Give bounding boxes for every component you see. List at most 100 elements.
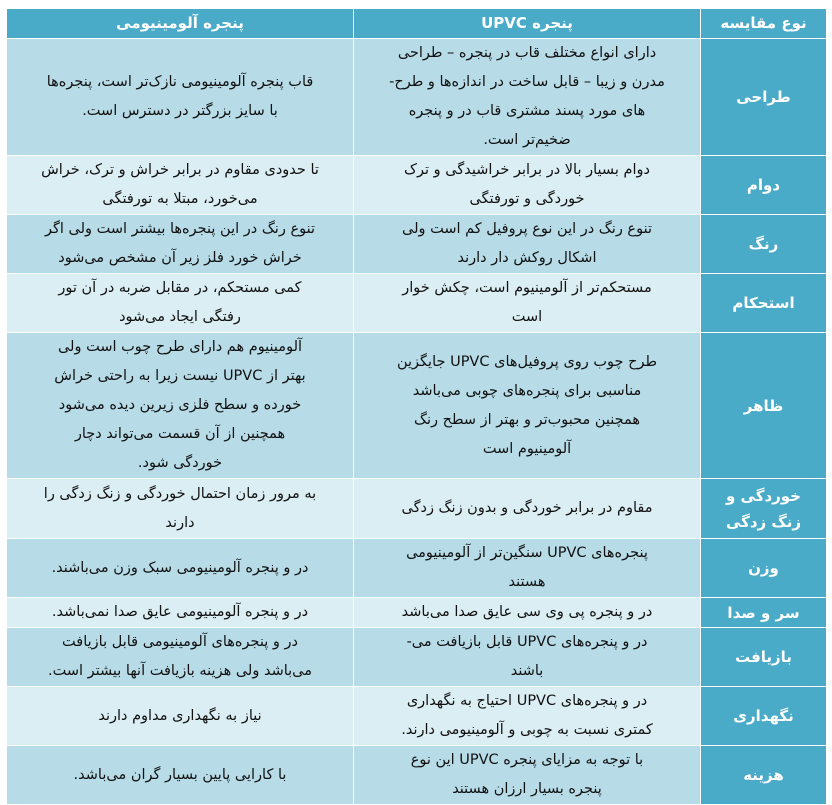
table-row: خوردگی و زنگ زدگی مقاوم در برابر خوردگی و … — [6, 478, 827, 539]
cell-line: کمتری نسبت به چوبی و آلومینیومی دارند. — [401, 722, 653, 738]
cell-line: در و پنجره آلومینیومی عایق صدا نمی‌باشد. — [51, 604, 309, 620]
cell-line: بهتر از UPVC نیست زیرا به راحتی خراش — [54, 368, 306, 384]
aluminum-cell: به مرور زمان احتمال خوردگی و زنگ زدگی را… — [6, 478, 354, 539]
cell-line: نیاز به نگهداری مداوم دارند — [98, 707, 262, 724]
cell-line: طرح چوب روی پروفیل‌های UPVC جایگزین — [396, 353, 658, 370]
upvc-cell: مستحکم‌تر از آلومینیوم است، چکش خوار است — [353, 273, 701, 333]
cell-line: سر و صدا — [727, 603, 800, 622]
row-label: نگهداری — [700, 686, 827, 746]
aluminum-cell: کمی مستحکم، در مقابل ضربه در آن تور رفتگی… — [6, 273, 354, 333]
cell-line: باشند — [510, 663, 544, 679]
aluminum-cell: آلومینیوم هم دارای طرح چوب است ولی بهتر ا… — [6, 332, 354, 479]
table-row: هزینه با توجه به مزایای پنجره UPVC این نو… — [6, 745, 827, 805]
cell-line: خورده و سطح فلزی زیرین دیده می‌شود — [58, 397, 302, 413]
table-row: وزن پنجره‌های UPVC سنگین‌تر از آلومینیومی… — [6, 538, 827, 598]
cell-line: با توجه به مزایای پنجره UPVC این نوع — [410, 752, 644, 768]
aluminum-cell: در و پنجره آلومینیومی عایق صدا نمی‌باشد. — [6, 597, 354, 628]
row-label: هزینه — [700, 745, 827, 805]
upvc-cell: طرح چوب روی پروفیل‌های UPVC جایگزین مناسب… — [353, 332, 701, 479]
cell-line: رفتگی ایجاد می‌شود — [119, 309, 241, 325]
aluminum-cell: در و پنجره آلومینیومی سبک وزن می‌باشند. — [6, 538, 354, 598]
cell-line: استحکام — [732, 294, 795, 312]
cell-line: وزن — [748, 559, 779, 577]
aluminum-cell: تنوع رنگ در این پنجره‌ها بیشتر است ولی ا… — [6, 214, 354, 274]
cell-line: کمی مستحکم، در مقابل ضربه در آن تور — [58, 280, 302, 296]
header-comparison-type: نوع مقایسه — [700, 8, 827, 39]
cell-line: می‌باشد ولی هزینه بازیافت آنها بیشتر است… — [47, 663, 313, 679]
upvc-cell: تنوع رنگ در این نوع پروفیل کم است ولی اشک… — [353, 214, 701, 274]
cell-line: مدرن و زیبا – قابل ساخت در اندازه‌ها و ط… — [389, 74, 665, 90]
cell-line: ظاهر — [743, 396, 784, 415]
aluminum-cell: نیاز به نگهداری مداوم دارند — [6, 686, 354, 746]
row-label: سر و صدا — [700, 597, 827, 628]
cell-line: در و پنجره‌های آلومینیومی قابل بازیافت — [62, 634, 298, 650]
cell-line: به مرور زمان احتمال خوردگی و زنگ زدگی را — [43, 485, 317, 502]
table-row: ظاهر طرح چوب روی پروفیل‌های UPVC جایگزین م… — [6, 332, 827, 479]
cell-line: در و پنجره پی وی سی عایق صدا می‌باشد — [401, 604, 653, 620]
cell-line: در و پنجره آلومینیومی سبک وزن می‌باشند. — [51, 559, 309, 576]
table-row: سر و صدا در و پنجره پی وی سی عایق صدا می‌… — [6, 597, 827, 628]
row-label: خوردگی و زنگ زدگی — [700, 478, 827, 539]
cell-line: خوردگی شود. — [137, 455, 223, 471]
upvc-cell: پنجره‌های UPVC سنگین‌تر از آلومینیومی هست… — [353, 538, 701, 598]
cell-line: خوردگی و تورفتگی — [469, 191, 585, 207]
row-label: دوام — [700, 155, 827, 215]
cell-line: خوردگی و — [726, 486, 801, 505]
upvc-cell: دوام بسیار بالا در برابر خراشیدگی و ترک خ… — [353, 155, 701, 215]
cell-line: با کارایی پایین بسیار گران می‌باشد. — [73, 766, 287, 783]
cell-line: بازیافت — [735, 648, 792, 666]
row-label: ظاهر — [700, 332, 827, 479]
aluminum-cell: تا حدودی مقاوم در برابر خراش و ترک، خراش… — [6, 155, 354, 215]
table-row: طراحی دارای انواع مختلف قاب در پنجره – طر… — [6, 38, 827, 156]
upvc-cell: در و پنجره پی وی سی عایق صدا می‌باشد — [353, 597, 701, 628]
cell-line: مستحکم‌تر از آلومینیوم است، چکش خوار — [402, 280, 652, 296]
row-label: طراحی — [700, 38, 827, 156]
upvc-cell: دارای انواع مختلف قاب در پنجره – طراحی مد… — [353, 38, 701, 156]
cell-line: خراش خورد فلز زیر آن مشخص می‌شود — [58, 250, 302, 266]
aluminum-cell: با کارایی پایین بسیار گران می‌باشد. — [6, 745, 354, 805]
cell-line: دارند — [165, 514, 195, 531]
cell-line: ضخیم‌تر است. — [483, 132, 571, 148]
table-row: استحکام مستحکم‌تر از آلومینیوم است، چکش خ… — [6, 273, 827, 333]
cell-line: آلومینیوم هم دارای طرح چوب است ولی — [57, 339, 303, 355]
upvc-cell: مقاوم در برابر خوردگی و بدون زنگ زدگی — [353, 478, 701, 539]
table-row: دوام دوام بسیار بالا در برابر خراشیدگی و … — [6, 155, 827, 215]
cell-line: همچنین محبوب‌تر و بهتر از سطح رنگ — [413, 411, 641, 428]
comparison-table: نوع مقایسه پنجره UPVC پنجره آلومینیومی ط… — [6, 8, 827, 805]
cell-line: تنوع رنگ در این پنجره‌ها بیشتر است ولی ا… — [44, 221, 315, 237]
header-aluminum: پنجره آلومینیومی — [6, 8, 354, 39]
upvc-cell: در و پنجره‌های UPVC احتیاج به نگهداری کمت… — [353, 686, 701, 746]
aluminum-cell: در و پنجره‌های آلومینیومی قابل بازیافت می… — [6, 627, 354, 687]
cell-line: مناسبی برای پنجره‌های چوبی می‌باشد — [412, 382, 642, 399]
cell-line: آلومینیوم است — [482, 440, 572, 457]
cell-line: دارای انواع مختلف قاب در پنجره – طراحی — [397, 45, 657, 61]
cell-line: نگهداری — [733, 707, 794, 725]
cell-line: قاب پنجره آلومینیومی نازک‌تر است، پنجره‌… — [46, 74, 314, 90]
row-label: وزن — [700, 538, 827, 598]
cell-line: در و پنجره‌های UPVC قابل بازیافت می- — [406, 634, 648, 650]
cell-line: زنگ زدگی — [725, 512, 802, 531]
cell-line: هستند — [508, 574, 546, 590]
table-row: نگهداری در و پنجره‌های UPVC احتیاج به نگه… — [6, 686, 827, 746]
cell-line: هزینه — [743, 766, 784, 784]
cell-line: مقاوم در برابر خوردگی و بدون زنگ زدگی — [401, 500, 653, 516]
cell-line: تنوع رنگ در این نوع پروفیل کم است ولی — [402, 221, 652, 237]
table-row: بازیافت در و پنجره‌های UPVC قابل بازیافت … — [6, 627, 827, 687]
cell-line: می‌خورد، مبتلا به تورفتگی — [102, 191, 258, 207]
cell-line: همچنین از آن قسمت می‌تواند دچار — [74, 426, 286, 442]
table-row: رنگ تنوع رنگ در این نوع پروفیل کم است ولی… — [6, 214, 827, 274]
cell-line: تا حدودی مقاوم در برابر خراش و ترک، خراش — [41, 162, 319, 178]
aluminum-cell: قاب پنجره آلومینیومی نازک‌تر است، پنجره‌… — [6, 38, 354, 156]
cell-line: دوام بسیار بالا در برابر خراشیدگی و ترک — [404, 162, 650, 178]
cell-line: اشکال روکش دار دارند — [457, 250, 597, 266]
header-upvc: پنجره UPVC — [353, 8, 701, 39]
cell-line: پنجره‌های UPVC سنگین‌تر از آلومینیومی — [406, 545, 648, 561]
cell-line: طراحی — [736, 88, 791, 106]
cell-line: های مورد پسند مشتری قاب در و پنجره — [408, 103, 646, 119]
cell-line: با سایز بزرگتر در دسترس است. — [82, 103, 278, 119]
cell-line: پنجره بسیار ارزان هستند — [452, 781, 602, 797]
upvc-cell: با توجه به مزایای پنجره UPVC این نوع پنجر… — [353, 745, 701, 805]
row-label: استحکام — [700, 273, 827, 333]
cell-line: دوام — [746, 176, 781, 194]
cell-line: در و پنجره‌های UPVC احتیاج به نگهداری — [406, 693, 648, 709]
